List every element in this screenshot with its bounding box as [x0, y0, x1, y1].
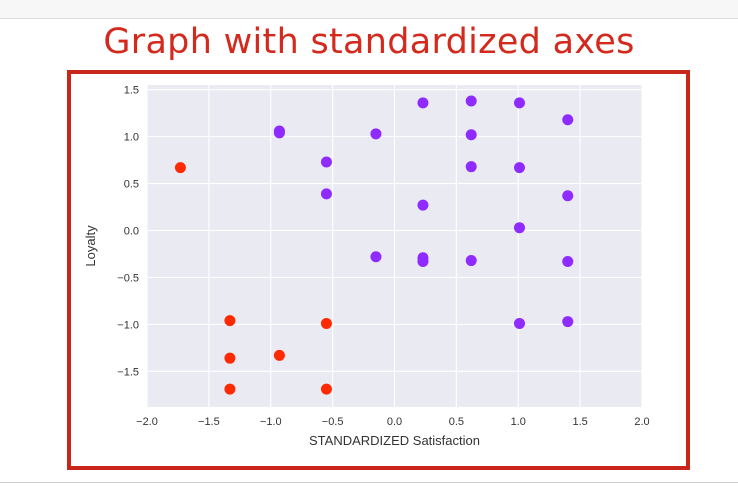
window-top-bar [0, 0, 738, 19]
data-point-series-1 [465, 129, 477, 141]
x-tick-label: 1.0 [511, 416, 526, 428]
y-tick-label: 1.5 [124, 85, 139, 97]
data-point-series-1 [273, 127, 285, 139]
data-point-series-1 [370, 128, 382, 140]
data-point-series-1 [417, 199, 429, 211]
y-tick-label: −0.5 [117, 272, 139, 284]
x-axis-label: STANDARDIZED Satisfaction [309, 433, 480, 448]
data-point-series-1 [562, 255, 574, 267]
data-point-series-0 [273, 349, 285, 361]
y-axis-label: Loyalty [83, 225, 98, 267]
data-point-series-1 [513, 162, 525, 174]
x-tick-label: −1.5 [198, 416, 220, 428]
data-point-series-0 [224, 352, 236, 364]
x-tick-label: 2.0 [634, 416, 649, 428]
data-point-series-1 [562, 190, 574, 202]
data-point-series-1 [465, 255, 477, 267]
slide-title: Graph with standardized axes [103, 22, 635, 62]
data-point-series-1 [513, 97, 525, 109]
data-point-series-0 [224, 383, 236, 395]
data-point-series-1 [320, 156, 332, 168]
data-point-series-1 [370, 251, 382, 263]
scatter-chart: −2.0 −1.5 −1.0 −0.5 0.0 0.5 1.0 1.5 2.0 −1.5 −1.0 −… [83, 85, 650, 448]
bottom-divider [0, 482, 738, 483]
x-tick-label: −0.5 [322, 416, 344, 428]
y-tick-label: 0.0 [124, 226, 139, 238]
data-point-series-1 [562, 114, 574, 126]
x-tick-label: 0.5 [449, 416, 464, 428]
data-point-series-1 [513, 222, 525, 234]
data-point-series-0 [224, 315, 236, 327]
data-point-series-1 [465, 95, 477, 107]
chart-frame: −2.0 −1.5 −1.0 −0.5 0.0 0.5 1.0 1.5 2.0 −1.5 −1.0 −… [67, 70, 690, 470]
data-point-series-1 [417, 97, 429, 109]
y-tick-label: 1.0 [124, 132, 139, 144]
data-point-series-1 [320, 188, 332, 200]
data-point-series-1 [417, 255, 429, 267]
data-point-series-1 [465, 161, 477, 173]
data-point-series-1 [513, 317, 525, 329]
data-point-series-0 [320, 383, 332, 395]
x-tick-label: 1.5 [572, 416, 587, 428]
y-tick-label: −1.0 [117, 319, 139, 331]
data-point-series-1 [562, 316, 574, 328]
x-tick-label: −1.0 [260, 416, 282, 428]
y-tick-label: 0.5 [124, 179, 139, 191]
x-tick-label: 0.0 [387, 416, 402, 428]
data-point-series-0 [320, 317, 332, 329]
x-tick-label: −2.0 [136, 416, 158, 428]
y-tick-label: −1.5 [117, 366, 139, 378]
data-point-series-0 [174, 162, 186, 174]
